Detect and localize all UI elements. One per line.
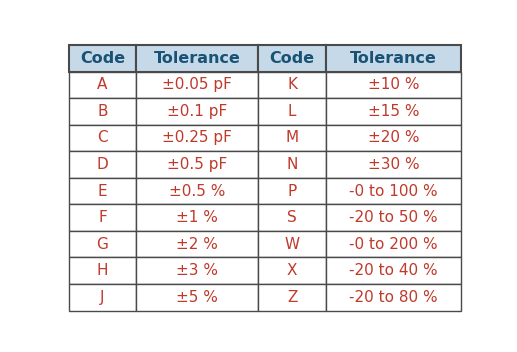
Text: P: P bbox=[287, 183, 297, 199]
Bar bbox=[136, 125, 258, 151]
Text: K: K bbox=[287, 77, 297, 92]
Text: A: A bbox=[97, 77, 108, 92]
Bar bbox=[258, 178, 326, 204]
Bar bbox=[258, 284, 326, 310]
Text: Tolerance: Tolerance bbox=[350, 51, 437, 66]
Bar bbox=[326, 178, 461, 204]
Bar bbox=[136, 98, 258, 125]
Bar bbox=[136, 151, 258, 178]
Bar bbox=[69, 71, 136, 98]
Bar bbox=[69, 284, 136, 310]
Text: ±10 %: ±10 % bbox=[368, 77, 419, 92]
Text: ±1 %: ±1 % bbox=[176, 210, 218, 225]
Text: W: W bbox=[285, 237, 300, 252]
Text: C: C bbox=[97, 131, 108, 145]
Text: ±0.1 pF: ±0.1 pF bbox=[167, 104, 227, 119]
Bar bbox=[136, 284, 258, 310]
Text: Code: Code bbox=[80, 51, 125, 66]
Bar bbox=[69, 151, 136, 178]
Bar bbox=[326, 204, 461, 231]
Text: ±3 %: ±3 % bbox=[176, 263, 218, 278]
Bar bbox=[69, 98, 136, 125]
Bar bbox=[69, 257, 136, 284]
Text: X: X bbox=[287, 263, 297, 278]
Bar bbox=[136, 204, 258, 231]
Text: G: G bbox=[97, 237, 109, 252]
Text: -20 to 40 %: -20 to 40 % bbox=[349, 263, 438, 278]
Text: J: J bbox=[100, 290, 105, 305]
Bar bbox=[326, 98, 461, 125]
Bar bbox=[69, 45, 136, 71]
Text: -20 to 50 %: -20 to 50 % bbox=[349, 210, 438, 225]
Text: F: F bbox=[98, 210, 107, 225]
Text: ±0.25 pF: ±0.25 pF bbox=[162, 131, 232, 145]
Text: S: S bbox=[287, 210, 297, 225]
Text: -0 to 100 %: -0 to 100 % bbox=[349, 183, 438, 199]
Text: E: E bbox=[98, 183, 107, 199]
Text: ±2 %: ±2 % bbox=[176, 237, 218, 252]
Bar bbox=[258, 125, 326, 151]
Bar bbox=[136, 257, 258, 284]
Bar bbox=[326, 71, 461, 98]
Bar bbox=[136, 45, 258, 71]
Text: N: N bbox=[286, 157, 298, 172]
Text: ±0.05 pF: ±0.05 pF bbox=[162, 77, 232, 92]
Text: M: M bbox=[286, 131, 299, 145]
Bar bbox=[258, 98, 326, 125]
Bar bbox=[69, 231, 136, 257]
Text: ±30 %: ±30 % bbox=[368, 157, 419, 172]
Bar bbox=[258, 204, 326, 231]
Text: Z: Z bbox=[287, 290, 297, 305]
Bar bbox=[258, 45, 326, 71]
Bar bbox=[69, 125, 136, 151]
Text: ±0.5 %: ±0.5 % bbox=[169, 183, 225, 199]
Text: ±20 %: ±20 % bbox=[368, 131, 419, 145]
Bar bbox=[326, 284, 461, 310]
Text: -0 to 200 %: -0 to 200 % bbox=[349, 237, 438, 252]
Text: H: H bbox=[97, 263, 108, 278]
Text: B: B bbox=[97, 104, 108, 119]
Bar bbox=[258, 231, 326, 257]
Bar bbox=[326, 151, 461, 178]
Bar bbox=[258, 71, 326, 98]
Bar bbox=[326, 125, 461, 151]
Text: ±0.5 pF: ±0.5 pF bbox=[167, 157, 227, 172]
Bar bbox=[69, 204, 136, 231]
Bar bbox=[136, 71, 258, 98]
Bar bbox=[258, 257, 326, 284]
Bar bbox=[136, 231, 258, 257]
Text: Code: Code bbox=[270, 51, 315, 66]
Text: ±5 %: ±5 % bbox=[176, 290, 218, 305]
Text: L: L bbox=[288, 104, 296, 119]
Text: D: D bbox=[97, 157, 109, 172]
Bar bbox=[326, 45, 461, 71]
Bar bbox=[136, 178, 258, 204]
Text: Tolerance: Tolerance bbox=[154, 51, 241, 66]
Bar bbox=[69, 178, 136, 204]
Bar bbox=[326, 257, 461, 284]
Text: -20 to 80 %: -20 to 80 % bbox=[349, 290, 438, 305]
Bar bbox=[326, 231, 461, 257]
Text: ±15 %: ±15 % bbox=[368, 104, 419, 119]
Bar bbox=[258, 151, 326, 178]
